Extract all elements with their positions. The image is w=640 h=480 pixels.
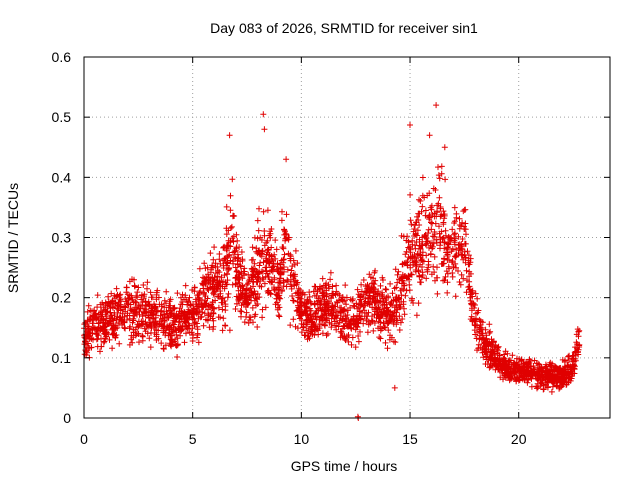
x-tick-label: 0 [80,431,88,447]
y-tick-label: 0.3 [52,230,72,246]
x-tick-label: 10 [294,431,310,447]
x-tick-labels: 0 5 10 15 20 [80,431,527,447]
x-tick-label: 20 [511,431,527,447]
y-tick-label: 0 [63,410,71,426]
y-tick-labels: 0 0.1 0.2 0.3 0.4 0.5 0.6 [52,49,72,426]
x-tick-label: 5 [189,431,197,447]
y-tick-label: 0.1 [52,350,72,366]
y-tick-label: 0.6 [52,49,72,65]
data-points [81,102,583,421]
x-axis-label: GPS time / hours [291,458,398,474]
x-tick-label: 15 [402,431,418,447]
y-axis-label: SRMTID / TECUs [5,183,21,293]
y-tick-label: 0.2 [52,290,72,306]
y-tick-label: 0.4 [52,169,72,185]
axis-ticks [83,56,610,419]
chart-title: Day 083 of 2026, SRMTID for receiver sin… [210,20,478,36]
srmtid-plus-markers [81,102,583,421]
y-tick-label: 0.5 [52,109,72,125]
